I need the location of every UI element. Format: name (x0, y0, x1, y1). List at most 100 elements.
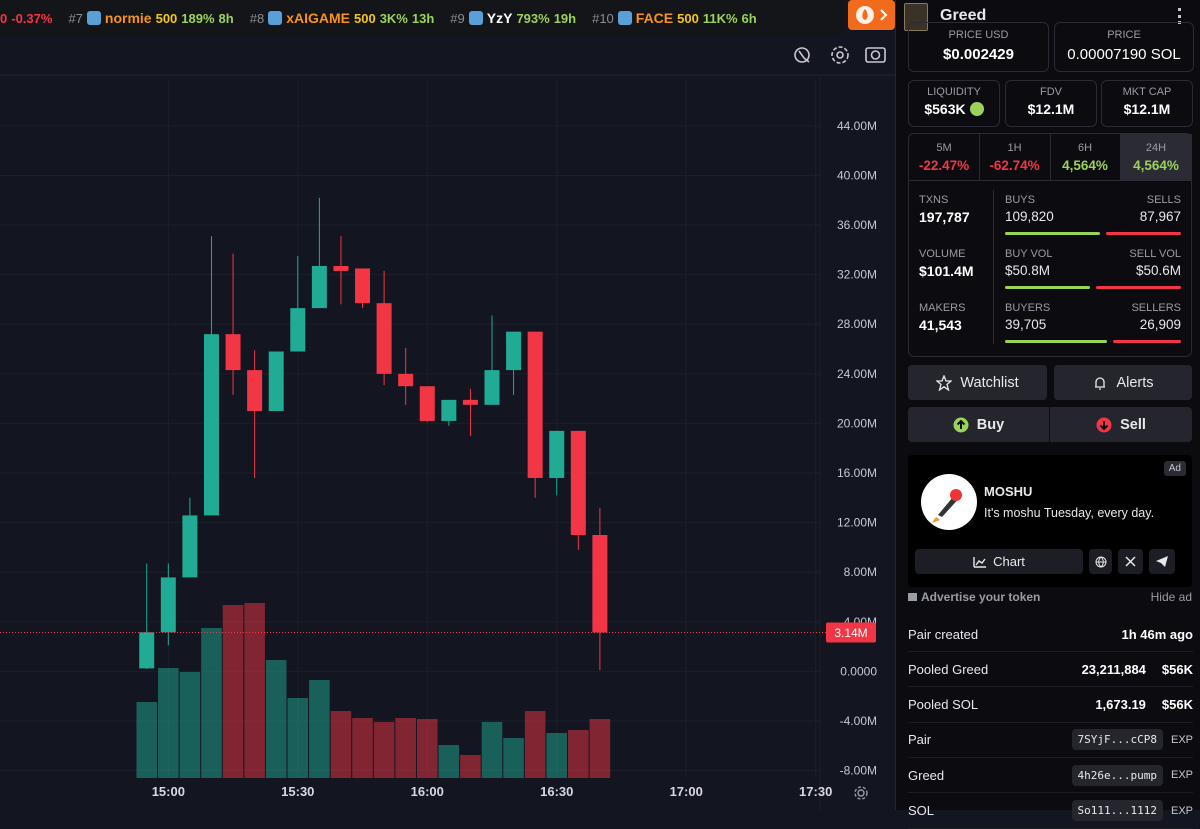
ticker-rank: 0 (0, 10, 8, 26)
volume-bar (438, 745, 460, 778)
candle-body (419, 386, 435, 421)
explorer-link[interactable]: EXP (1170, 769, 1193, 782)
stat-b-label: SELLS (1146, 194, 1181, 206)
stat-value: $101.4M (919, 263, 974, 279)
chart: 44.00M 40.00M 36.00M 32.00M 28.00M 24.00M 20.0… (0, 36, 895, 810)
sell-ratio-bar (1112, 340, 1181, 343)
stat-a-label: BUYS (1005, 194, 1035, 206)
stats-divider (993, 190, 994, 344)
explorer-link[interactable]: EXP (1170, 733, 1193, 746)
y-tick-label: -8.00M (840, 764, 877, 778)
timeframe-tab[interactable]: 24H 4,564% (1120, 134, 1192, 180)
candle-body (506, 331, 522, 371)
ticker-boost: 500 (353, 10, 376, 26)
y-tick-label: 24.00M (837, 367, 877, 381)
ticker-name: FACE (635, 10, 674, 26)
metric-value: $12.1M (1027, 101, 1075, 117)
ad-web-button[interactable] (1089, 549, 1112, 574)
timeframe-label: 1H (1007, 142, 1022, 154)
hide-ad-link[interactable]: Hide ad (1150, 590, 1192, 604)
ticker-item[interactable]: #7 normie 500 189% 8h (68, 10, 233, 26)
candle-body (462, 399, 478, 405)
timeframe-label: 6H (1077, 142, 1093, 154)
advertise-link[interactable]: Advertise your token (908, 590, 1040, 604)
ticker-name: normie (104, 10, 152, 26)
x-tick-label: 17:00 (670, 784, 703, 799)
settings-icon[interactable] (831, 46, 849, 64)
ad-chart-button[interactable]: Chart (915, 549, 1083, 574)
ticker-item[interactable]: #10 FACE 500 11K% 6h (592, 10, 757, 26)
token-name: Greed (940, 7, 987, 24)
info-row: SOL So111...1112 EXP (908, 794, 1193, 829)
y-tick-label: 44.00M (837, 119, 877, 133)
stat-b-label: SELLERS (1131, 302, 1181, 314)
ticker-change: 11K% (702, 10, 738, 26)
price-usd-value: $0.002429 (943, 46, 1014, 63)
volume-bar (309, 680, 330, 778)
ticker-change: -0.37% (11, 10, 53, 26)
timeframe-change: 4,564% (1062, 158, 1108, 173)
stat-a-value: 39,705 (1005, 317, 1047, 332)
ticker-item[interactable]: #8 xAIGAME 500 3K% 13h (250, 10, 435, 26)
watchlist-label: Watchlist (960, 374, 1019, 391)
candle-body (376, 303, 392, 374)
candle-body (333, 265, 349, 271)
stats-box: 5M -22.47% 1H -62.74% 6H 4,564% 24H 4,564% TXNS… (908, 133, 1192, 357)
address-text: So111...1112 (1077, 804, 1157, 817)
volume-bar (395, 718, 416, 778)
ticker-age: 6h (741, 10, 757, 26)
price-usd-box: PRICE USD $0.002429 (908, 22, 1049, 72)
buy-ratio-bar (1005, 286, 1091, 289)
sell-ratio-bar (1105, 232, 1181, 235)
stat-value: 41,543 (919, 317, 962, 333)
ticker-age: 13h (411, 10, 435, 26)
ad-telegram-button[interactable] (1149, 549, 1175, 574)
volume-bar (416, 719, 438, 778)
explorer-link[interactable]: EXP (1170, 804, 1193, 817)
volume-bar (481, 722, 503, 778)
volume-bar (222, 605, 244, 778)
ticker-boost: 500 (677, 10, 699, 26)
axis-settings-icon[interactable] (854, 786, 868, 800)
candle-body (527, 331, 543, 478)
address-chip[interactable]: So111...1112 (1071, 800, 1163, 821)
ticker-icon (617, 11, 632, 25)
volume-bar (373, 722, 395, 778)
timeframe-tab[interactable]: 6H 4,564% (1050, 134, 1121, 180)
ticker-boost: 500 (155, 10, 178, 26)
volume-bar (503, 738, 524, 778)
address-chip[interactable]: 4h26e...pump (1071, 764, 1163, 786)
price-sol-value: 0.00007190 SOL (1067, 46, 1181, 63)
timeframe-tab[interactable]: 1H -62.74% (980, 134, 1051, 180)
buy-ratio-bar (1005, 340, 1107, 343)
y-tick-label: 0.0000 (840, 664, 877, 678)
buy-button[interactable]: Buy (908, 407, 1049, 442)
sell-button[interactable]: Sell (1050, 407, 1192, 442)
row-value: 23,211,884 (1081, 661, 1146, 677)
plot-area: 44.00M 40.00M 36.00M 32.00M 28.00M 24.00M 20.0… (0, 80, 877, 799)
indicator-icon[interactable] (794, 47, 810, 63)
trending-button[interactable] (848, 0, 895, 30)
ticker-item[interactable]: #9 YzY 793% 19h (450, 10, 576, 26)
candle-body (203, 334, 219, 516)
buy-ratio-bar (1005, 232, 1100, 235)
candle-body (311, 265, 327, 309)
watchlist-button[interactable]: Watchlist (908, 365, 1047, 400)
timeframe-tab[interactable]: 5M -22.47% (909, 134, 980, 180)
buy-label: Buy (976, 416, 1005, 433)
row-value-usd: $56K (1161, 661, 1193, 677)
screenshot-icon[interactable] (865, 47, 886, 63)
timeframe-change: -22.47% (918, 158, 970, 173)
candle-body (160, 577, 176, 633)
row-label: Pair (908, 732, 932, 748)
ad-x-button[interactable] (1118, 549, 1143, 574)
metric-box: LIQUIDITY $563K (908, 80, 1000, 127)
candle-body (139, 632, 155, 669)
timeframes: 5M -22.47% 1H -62.74% 6H 4,564% 24H 4,564% (909, 134, 1192, 181)
megaphone-icon (908, 593, 917, 601)
menu-icon[interactable] (1178, 8, 1184, 24)
ticker-item[interactable]: 0 -0.37% (0, 11, 52, 26)
address-chip[interactable]: 7SYjF...cCP8 (1071, 729, 1163, 751)
alerts-button[interactable]: Alerts (1054, 365, 1192, 400)
volume-bar (201, 628, 222, 778)
